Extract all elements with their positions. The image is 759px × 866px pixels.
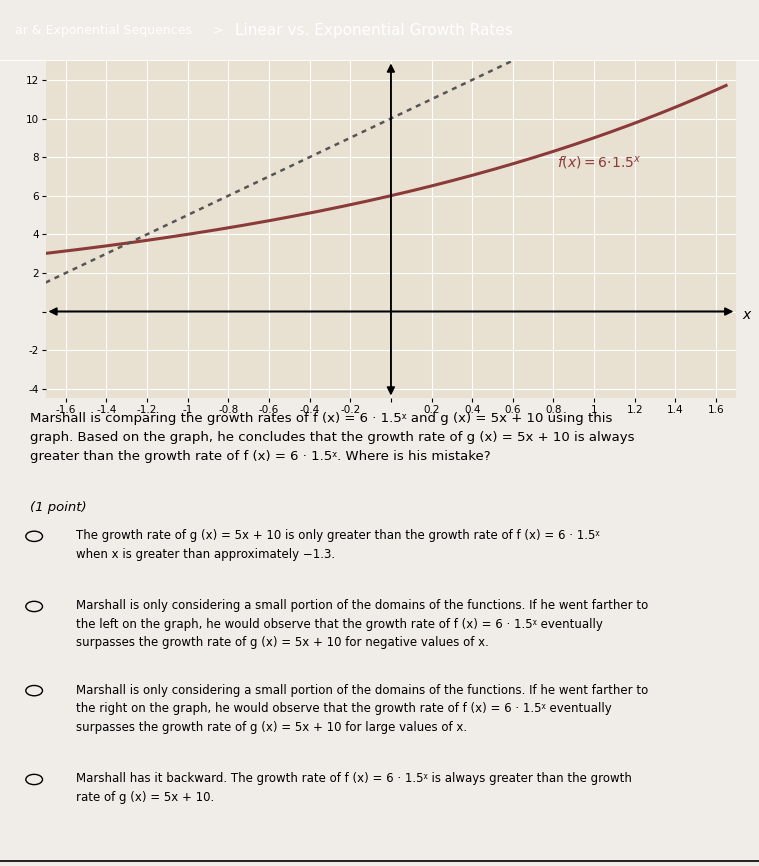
Text: The growth rate of g (x) = 5x + 10 is only greater than the growth rate of f (x): The growth rate of g (x) = 5x + 10 is on…	[76, 529, 600, 561]
Text: Marshall is comparing the growth rates of f (x) = 6 · 1.5ᵡ and g (x) = 5x + 10 u: Marshall is comparing the growth rates o…	[30, 412, 635, 463]
Text: ar & Exponential Sequences: ar & Exponential Sequences	[15, 23, 192, 37]
Text: >: >	[213, 23, 223, 37]
Text: x: x	[742, 308, 751, 322]
Text: (1 point): (1 point)	[30, 501, 87, 514]
Text: Marshall is only considering a small portion of the domains of the functions. If: Marshall is only considering a small por…	[76, 683, 648, 734]
Text: Marshall is only considering a small portion of the domains of the functions. If: Marshall is only considering a small por…	[76, 599, 648, 650]
Text: Linear vs. Exponential Growth Rates: Linear vs. Exponential Growth Rates	[235, 23, 513, 38]
Text: $f(x)=6{\cdot}1.5^x$: $f(x)=6{\cdot}1.5^x$	[557, 153, 641, 171]
Text: Marshall has it backward. The growth rate of f (x) = 6 · 1.5ᵡ is always greater : Marshall has it backward. The growth rat…	[76, 772, 631, 804]
